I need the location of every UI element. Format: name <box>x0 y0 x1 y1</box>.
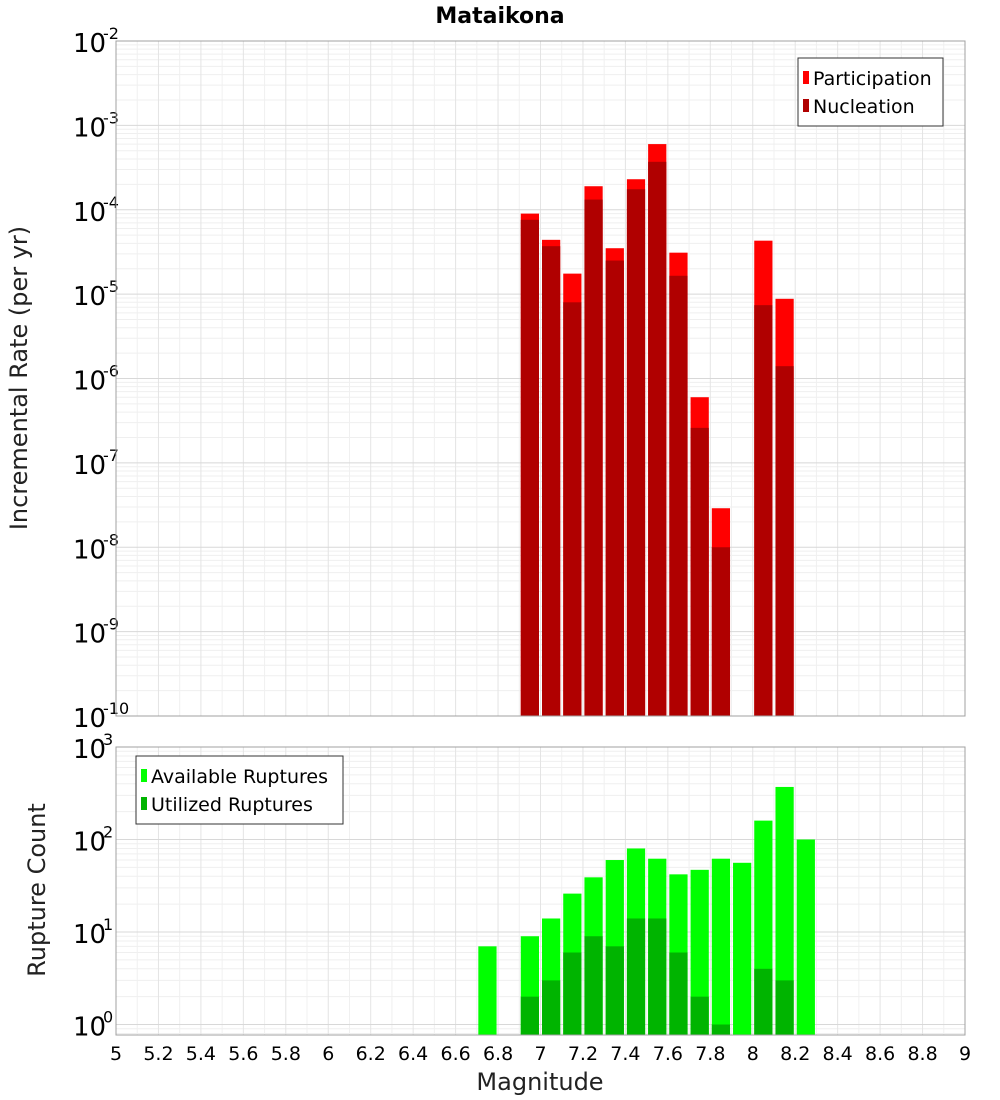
x-tick-label: 9 <box>959 1043 971 1065</box>
rate-y-tick-exponent: -2 <box>103 24 119 43</box>
rate-bar-nucleation <box>626 189 646 717</box>
count-bar-utilized-ruptures <box>775 980 794 1035</box>
rate-y-tick-label: 10 <box>73 198 106 228</box>
rate-y-tick-exponent: -4 <box>103 193 119 212</box>
rate-y-tick-label: 10 <box>73 367 106 397</box>
rate-y-tick-label: 10 <box>73 113 106 143</box>
x-tick-label: 7.4 <box>610 1043 640 1065</box>
rate-y-tick-label: 10 <box>73 29 106 59</box>
rate-y-tick-label: 10 <box>73 704 106 734</box>
x-tick-label: 8.4 <box>823 1043 853 1065</box>
rupture-legend: Available Ruptures Utilized Ruptures <box>135 755 344 825</box>
count-bar-utilized-ruptures <box>754 968 773 1035</box>
legend-label: Participation <box>813 68 932 90</box>
x-tick-label: 7.2 <box>568 1043 598 1065</box>
x-tick-label: 6 <box>322 1043 334 1065</box>
rate-y-tick-label: 10 <box>73 620 106 650</box>
count-bar-utilized-ruptures <box>563 952 582 1035</box>
count-bar-available-ruptures <box>478 946 497 1035</box>
x-tick-label: 7.8 <box>695 1043 725 1065</box>
rate-y-tick-label: 10 <box>73 535 106 565</box>
rate-y-tick-exponent: -3 <box>103 108 119 127</box>
rate-bar-nucleation <box>563 302 582 716</box>
count-y-tick-label: 10 <box>73 1013 106 1043</box>
legend-box <box>797 57 944 127</box>
count-bar-utilized-ruptures <box>584 936 603 1035</box>
rate-bar-nucleation <box>648 161 667 716</box>
x-tick-label: 7.6 <box>653 1043 683 1065</box>
legend-swatch <box>803 71 809 84</box>
count-bar-utilized-ruptures <box>669 952 688 1035</box>
rate-bar-nucleation <box>711 547 731 716</box>
x-tick-labels: 5 5.2 5.4 5.6 5.8 6 6.2 6.4 6.6 6.8 7 7.2 7.4 7.6 7.8 8… <box>110 1043 971 1065</box>
rate-legend: Participation Nucleation <box>797 57 944 127</box>
rate-y-tick-exponent: -8 <box>103 530 119 549</box>
count-bar-utilized-ruptures <box>626 918 646 1035</box>
count-y-tick-exponent: 1 <box>103 915 113 934</box>
rate-bar-nucleation <box>754 305 773 716</box>
rate-bar-nucleation <box>542 246 561 716</box>
rate-y-tick-exponent: -5 <box>103 277 119 296</box>
rate-bar-nucleation <box>520 219 539 717</box>
count-y-tick-label: 10 <box>73 828 106 858</box>
count-bar-available-ruptures <box>690 869 709 1035</box>
count-bar-utilized-ruptures <box>520 996 539 1035</box>
x-tick-label: 8.8 <box>907 1043 937 1065</box>
count-bar-available-ruptures <box>733 862 752 1035</box>
x-tick-label: 5.4 <box>186 1043 216 1065</box>
count-bar-utilized-ruptures <box>711 1024 731 1035</box>
legend-label: Nucleation <box>813 96 915 118</box>
x-tick-label: 6.4 <box>398 1043 428 1065</box>
count-y-tick-exponent: 2 <box>103 823 113 842</box>
x-tick-label: 5 <box>110 1043 122 1065</box>
chart-title: Mataikona <box>435 4 564 29</box>
count-y-tick-exponent: 0 <box>103 1008 113 1027</box>
rate-bar-nucleation <box>669 275 688 716</box>
rate-y-tick-exponent: -9 <box>103 615 119 634</box>
rate-y-tick-label: 10 <box>73 282 106 312</box>
bottom-y-axis-label: Rupture Count <box>23 803 51 977</box>
x-tick-label: 8 <box>747 1043 759 1065</box>
legend-swatch <box>141 797 147 810</box>
count-bar-utilized-ruptures <box>542 980 561 1035</box>
legend-label: Available Ruptures <box>151 766 328 788</box>
rate-y-tick-exponent: -7 <box>103 446 119 465</box>
count-bar-available-ruptures <box>796 839 815 1035</box>
rate-bar-nucleation <box>775 366 794 716</box>
rate-bar-nucleation <box>584 199 603 717</box>
x-tick-label: 5.6 <box>228 1043 258 1065</box>
rate-plot-frame <box>115 40 966 717</box>
count-bar-available-ruptures <box>711 858 731 1035</box>
legend-box <box>135 755 344 825</box>
count-bar-utilized-ruptures <box>648 918 667 1035</box>
x-tick-label: 6.8 <box>483 1043 513 1065</box>
x-axis-label: Magnitude <box>476 1068 603 1096</box>
x-tick-label: 7 <box>534 1043 546 1065</box>
legend-swatch <box>803 99 809 112</box>
count-plot-frame <box>115 746 966 1036</box>
x-tick-label: 5.2 <box>143 1043 173 1065</box>
rate-bar-nucleation <box>605 260 624 716</box>
rate-y-tick-label: 10 <box>73 451 106 481</box>
count-y-tick-exponent: 3 <box>103 730 113 749</box>
legend-swatch <box>141 769 147 782</box>
count-bar-utilized-ruptures <box>690 996 709 1035</box>
x-tick-label: 6.2 <box>356 1043 386 1065</box>
count-y-tick-label: 10 <box>73 920 106 950</box>
count-bar-utilized-ruptures <box>605 946 624 1035</box>
rate-y-tick-exponent: -6 <box>103 362 119 381</box>
legend-label: Utilized Ruptures <box>151 794 313 816</box>
top-y-axis-label: Incremental Rate (per yr) <box>5 226 33 530</box>
x-tick-label: 8.6 <box>865 1043 895 1065</box>
rate-bar-nucleation <box>690 427 709 716</box>
x-tick-label: 6.6 <box>440 1043 470 1065</box>
x-tick-label: 8.2 <box>780 1043 810 1065</box>
x-tick-label: 5.8 <box>271 1043 301 1065</box>
count-bar-available-ruptures <box>775 786 794 1035</box>
count-y-tick-label: 10 <box>73 735 106 765</box>
